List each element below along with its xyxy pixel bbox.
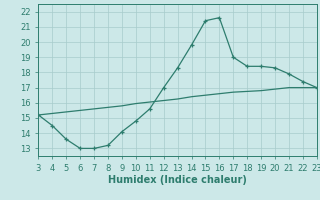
X-axis label: Humidex (Indice chaleur): Humidex (Indice chaleur): [108, 175, 247, 185]
